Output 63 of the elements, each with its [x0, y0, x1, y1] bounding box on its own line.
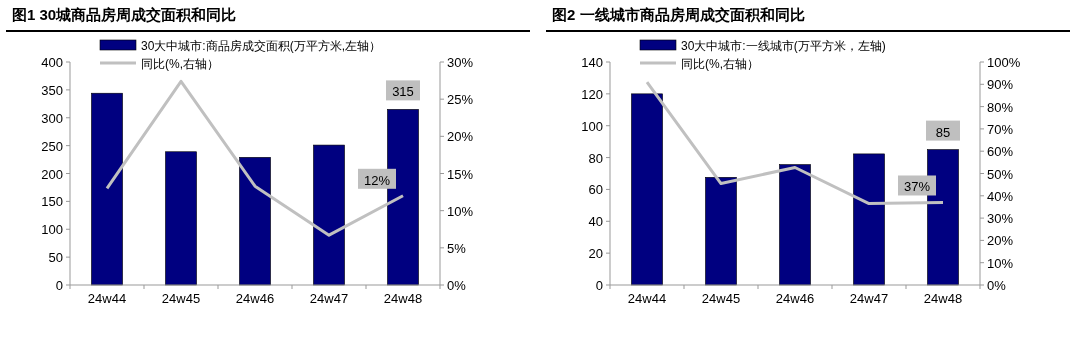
y-tick-label: 250	[41, 138, 63, 154]
y2-tick-label: 100%	[987, 55, 1021, 70]
data-label: 85	[935, 124, 951, 140]
bar	[91, 92, 123, 286]
legend-label: 同比(%,右轴）	[681, 57, 759, 71]
chart-title: 图2 一线城市商品房周成交面积和同比	[552, 6, 805, 23]
bar	[853, 153, 885, 286]
legend-label: 30大中城市:一线城市(万平方米，左轴)	[681, 39, 886, 53]
y-tick-label: 20	[588, 246, 603, 262]
y-tick-label: 300	[41, 110, 63, 126]
bar	[779, 164, 811, 286]
y2-tick-label: 20%	[987, 233, 1014, 249]
y2-tick-label: 25%	[447, 92, 474, 108]
x-tick-label: 24w47	[849, 291, 889, 306]
x-tick-label: 24w46	[235, 291, 275, 306]
y-tick-label: 60	[588, 182, 603, 198]
y2-tick-label: 10%	[447, 203, 474, 219]
data-label: 37%	[903, 179, 931, 195]
bar	[313, 144, 345, 286]
y2-tick-label: 70%	[987, 121, 1014, 137]
x-tick-label: 24w44	[627, 291, 667, 306]
y-tick-label: 200	[41, 166, 63, 182]
y-tick-label: 50	[48, 250, 63, 266]
x-tick-label: 24w48	[923, 291, 963, 306]
y2-tick-label: 30%	[447, 55, 474, 70]
chart-title: 图1 30城商品房周成交面积和同比	[12, 6, 237, 23]
y-tick-label: 0	[55, 278, 63, 293]
y2-tick-label: 15%	[447, 166, 474, 182]
x-tick-label: 24w44	[87, 291, 127, 306]
y-tick-label: 40	[588, 214, 603, 230]
y2-tick-label: 40%	[987, 188, 1014, 204]
y-tick-label: 400	[41, 55, 63, 70]
y2-tick-label: 60%	[987, 144, 1014, 160]
y-tick-label: 150	[41, 194, 63, 210]
y-tick-label: 120	[581, 86, 603, 102]
bar	[239, 157, 271, 286]
y-tick-label: 0	[595, 278, 603, 293]
data-label: 315	[392, 84, 414, 100]
x-tick-label: 24w45	[161, 291, 201, 306]
y2-tick-label: 0%	[987, 278, 1007, 293]
legend-label: 30大中城市:商品房成交面积(万平方米,左轴）	[141, 39, 382, 53]
y2-tick-label: 90%	[987, 77, 1014, 93]
x-tick-label: 24w48	[383, 291, 423, 306]
x-tick-label: 24w45	[701, 291, 741, 306]
y2-tick-label: 30%	[987, 211, 1014, 227]
x-tick-label: 24w47	[309, 291, 349, 306]
y-tick-label: 80	[588, 150, 603, 166]
y2-tick-label: 20%	[447, 129, 474, 145]
y2-tick-label: 50%	[987, 166, 1014, 182]
bar	[705, 177, 737, 286]
y2-tick-label: 0%	[447, 278, 467, 293]
y-tick-label: 350	[41, 82, 63, 98]
y2-tick-label: 10%	[987, 255, 1014, 271]
y2-tick-label: 5%	[447, 240, 467, 256]
x-tick-label: 24w46	[775, 291, 815, 306]
y-tick-label: 140	[581, 55, 603, 70]
y2-tick-label: 80%	[987, 99, 1014, 115]
y-tick-label: 100	[41, 222, 63, 238]
y-tick-label: 100	[581, 118, 603, 134]
legend-label: 同比(%,右轴）	[141, 57, 219, 71]
bar	[165, 151, 197, 286]
data-label: 12%	[363, 172, 391, 188]
bar	[631, 93, 663, 286]
